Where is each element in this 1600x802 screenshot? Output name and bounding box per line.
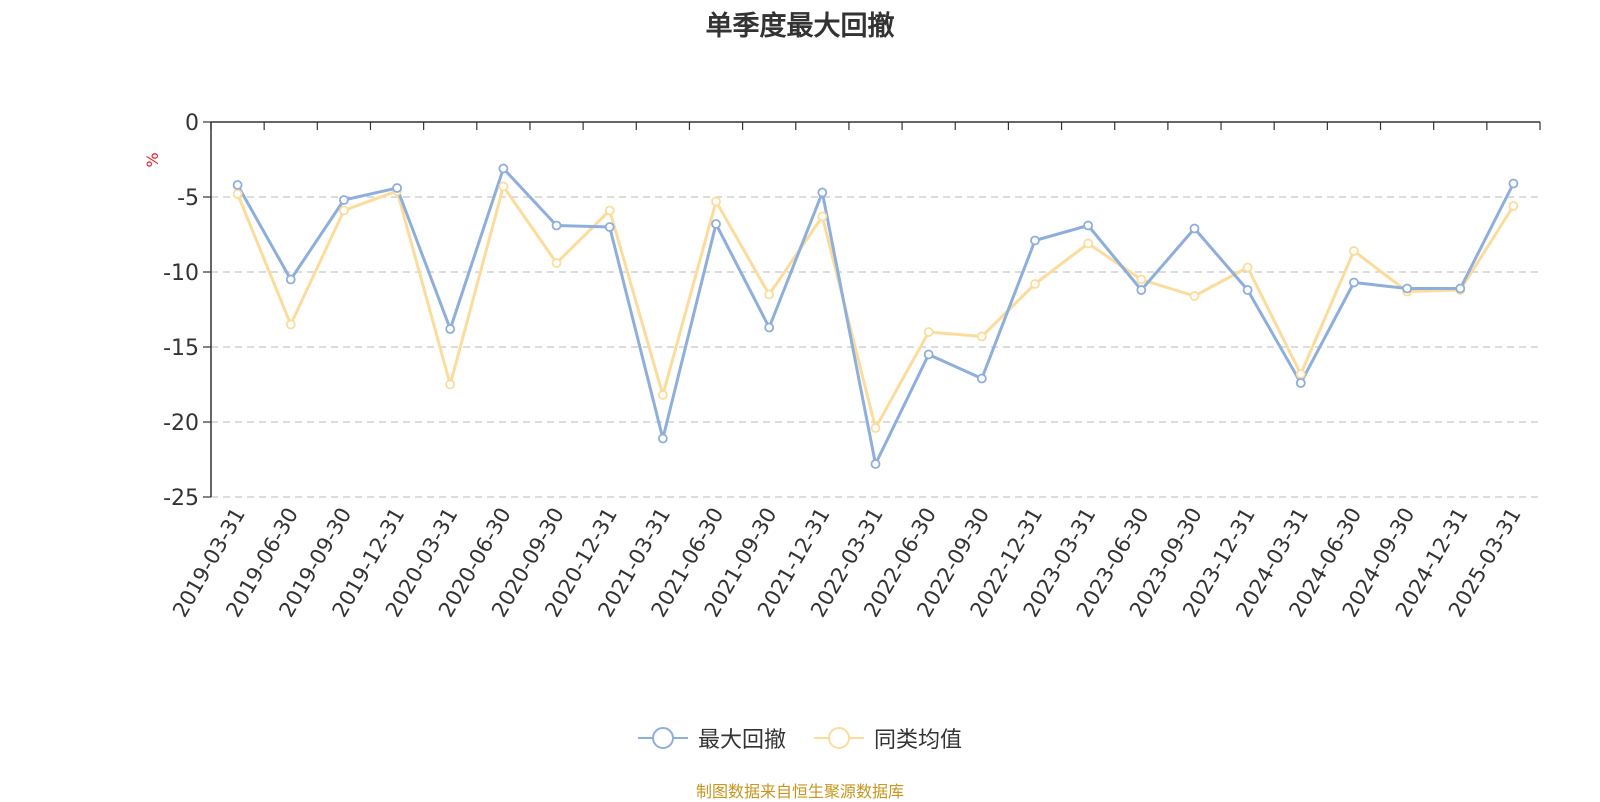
- data-point: [1136, 285, 1147, 295]
- data-point: [1242, 285, 1253, 295]
- data-point: [657, 433, 668, 444]
- chart-title: 单季度最大回撤: [705, 11, 895, 42]
- y-tick-label: -10: [163, 261, 199, 286]
- data-point: [870, 423, 881, 433]
- series-line-2: [236, 185, 1515, 430]
- data-point: [285, 274, 296, 285]
- data-point: [1508, 178, 1519, 189]
- legend-item-2[interactable]: 同类均值: [814, 722, 962, 754]
- data-point: [1295, 378, 1306, 388]
- data-point: [445, 379, 456, 390]
- y-tick-label: 0: [185, 111, 199, 136]
- legend-item-1[interactable]: 最大回撤: [637, 722, 786, 754]
- data-point: [1295, 369, 1306, 379]
- data-point: [1189, 223, 1200, 234]
- data-point: [1083, 220, 1094, 231]
- data-point: [1083, 238, 1094, 249]
- data-point: [1349, 246, 1359, 256]
- legend-marker-icon: [637, 727, 688, 749]
- y-axis-label: %: [143, 152, 162, 167]
- data-point: [498, 181, 509, 192]
- data-point: [1349, 277, 1359, 288]
- data-point: [1455, 283, 1466, 294]
- y-tick-label: -25: [163, 486, 199, 511]
- legend-marker-icon: [814, 727, 864, 749]
- data-point: [338, 205, 349, 216]
- data-point: [764, 322, 775, 333]
- legend-label: 同类均值: [874, 728, 963, 753]
- data-point: [1136, 274, 1147, 285]
- data-point: [1242, 262, 1253, 273]
- data-point: [976, 331, 987, 342]
- data-point: [1508, 201, 1519, 211]
- legend: 最大回撤 同类均值: [0, 722, 1600, 754]
- data-point: [711, 196, 721, 207]
- data-point: [338, 195, 349, 205]
- data-point: [923, 327, 934, 337]
- data-point: [604, 222, 615, 232]
- data-point: [232, 180, 243, 190]
- series-line-1: [236, 167, 1515, 466]
- y-tick-label: -20: [163, 411, 199, 436]
- data-point: [232, 189, 243, 199]
- legend-label: 最大回撤: [697, 728, 786, 753]
- source-note: 制图数据来自恒生聚源数据库: [695, 782, 904, 801]
- y-tick-label: -15: [163, 336, 199, 361]
- data-point: [1030, 279, 1040, 289]
- data-point: [657, 390, 668, 400]
- data-point: [445, 324, 456, 334]
- data-point: [764, 289, 775, 300]
- y-tick-label: -5: [177, 186, 199, 211]
- axes: 0-5-10-15-20-252019-03-312019-06-302019-…: [163, 111, 1541, 621]
- data-point: [498, 163, 509, 174]
- data-point: [551, 220, 562, 231]
- data-point: [285, 319, 296, 330]
- data-point: [1402, 283, 1412, 294]
- data-point: [1189, 291, 1200, 301]
- data-point: [1030, 235, 1040, 246]
- data-point: [923, 349, 934, 360]
- series-layer: [232, 163, 1519, 469]
- data-point: [551, 258, 562, 268]
- data-point: [817, 211, 828, 222]
- data-point: [392, 183, 402, 193]
- data-point: [870, 459, 881, 469]
- data-point: [817, 187, 828, 198]
- data-point: [604, 205, 615, 216]
- data-point: [976, 373, 987, 384]
- data-point: [711, 219, 721, 229]
